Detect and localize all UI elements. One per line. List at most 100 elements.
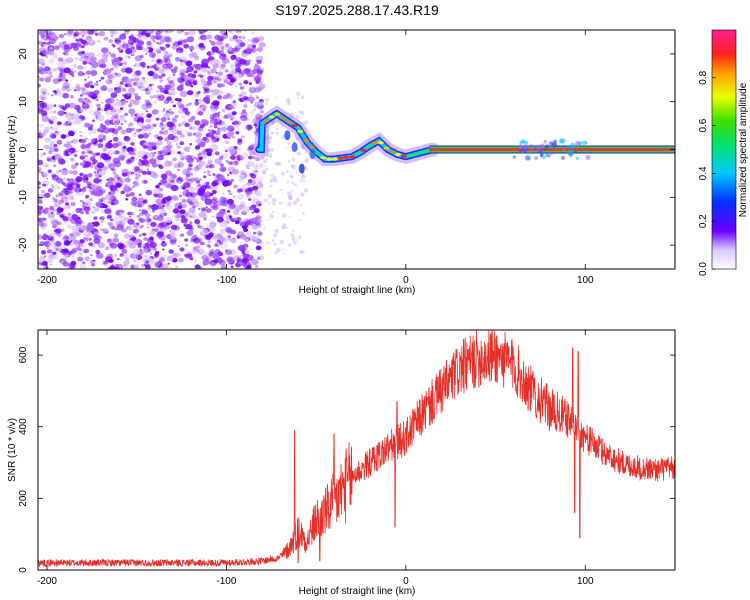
spectrogram-noise-dot xyxy=(286,181,290,184)
spectrogram-noise-dot xyxy=(133,240,138,244)
spectrogram-noise-dot xyxy=(124,112,129,117)
spectrogram-noise-dot xyxy=(156,232,164,239)
spectrogram-noise-dot xyxy=(48,238,52,241)
spectrogram-noise-dot xyxy=(116,99,120,102)
spectrogram-noise-dot xyxy=(81,102,90,110)
spectrogram-noise-dot xyxy=(229,70,237,76)
spectrogram-noise-dot xyxy=(63,67,71,74)
spectrogram-noise-dot xyxy=(58,199,64,205)
spectrogram-noise-dot xyxy=(162,240,166,244)
spectrogram-noise-dot xyxy=(176,213,183,219)
spectrogram-noise-dot xyxy=(204,198,213,205)
colorbar-label: Normalized spectral amplitude xyxy=(738,82,749,217)
spectrogram-noise-dot xyxy=(196,59,199,62)
spectrogram-noise-dot xyxy=(217,177,224,183)
spectrogram-noise-dot xyxy=(222,74,229,80)
ridge-hotspot xyxy=(297,129,304,133)
spectrogram-noise-dot xyxy=(141,65,146,69)
spectrogram-noise-dot xyxy=(50,115,58,122)
spectrogram-noise-dot xyxy=(114,150,120,155)
spectrogram-noise-dot xyxy=(53,202,61,208)
spectrogram-noise-dot xyxy=(170,91,175,96)
spectrogram-noise-dot xyxy=(276,127,279,130)
spectrogram-noise-dot xyxy=(84,236,92,243)
spectrogram-noise-dot xyxy=(133,38,140,44)
spectrogram-noise-dot xyxy=(106,238,112,243)
spectrogram-noise-dot xyxy=(180,155,186,160)
spectrogram-noise-dot xyxy=(163,99,170,104)
spectrogram-noise-dot xyxy=(149,35,157,41)
ridge-hotspot xyxy=(423,149,430,153)
spectrogram-noise-dot xyxy=(195,138,203,144)
spectrogram-noise-dot xyxy=(46,177,49,180)
spectrogram-noise-dot xyxy=(162,212,167,217)
spectrogram-noise-dot xyxy=(69,263,76,269)
spectrogram-noise-dot xyxy=(119,153,123,157)
spectrogram-noise-dot xyxy=(82,144,87,148)
spectrogram-noise-dot xyxy=(196,245,201,249)
spectrogram-noise-dot xyxy=(300,192,305,197)
spectrogram-noise-dot xyxy=(256,112,261,117)
spectrogram-noise-dot xyxy=(141,243,145,247)
spectrogram-noise-dot xyxy=(238,178,246,184)
spectrogram-noise-dot xyxy=(229,78,236,83)
spectrogram-noise-dot xyxy=(179,209,186,215)
spectrogram-noise-dot xyxy=(68,152,72,155)
spectrogram-noise-dot xyxy=(232,195,236,198)
carrier-disturbance xyxy=(582,140,587,146)
spectrogram-noise-dot xyxy=(211,117,215,120)
spectrogram-noise-dot xyxy=(75,83,80,87)
spectrogram-noise-dot xyxy=(135,254,143,261)
carrier-disturbance xyxy=(518,145,523,150)
spectrogram-noise-dot xyxy=(177,41,183,45)
spectrogram-noise-dot xyxy=(177,162,185,168)
spectrogram-noise-dot xyxy=(86,90,94,97)
spectrogram-noise-dot xyxy=(110,264,115,268)
spectrogram-noise-dot xyxy=(248,93,253,97)
spectrogram-noise-dot xyxy=(90,30,98,34)
ridge-hotspot xyxy=(372,141,378,145)
spectrogram-noise-dot xyxy=(109,30,116,35)
spectrogram-noise-dot xyxy=(137,122,143,128)
spectrogram-noise-dot xyxy=(202,259,210,266)
spectrogram-noise-dot xyxy=(214,34,221,41)
spectrogram-noise-dot xyxy=(88,38,95,44)
spectrogram-noise-dot xyxy=(230,118,233,121)
spectrogram-noise-dot xyxy=(247,187,254,192)
spectrogram-noise-dot xyxy=(106,72,108,75)
spectrogram-noise-dot xyxy=(49,205,54,210)
spectrogram-noise-dot xyxy=(194,120,198,123)
spectrogram-noise-dot xyxy=(124,30,130,35)
spectrogram-noise-dot xyxy=(238,36,242,39)
spectrogram-noise-dot xyxy=(238,188,244,193)
spectrogram-noise-dot xyxy=(147,223,150,226)
spectrogram-noise-dot xyxy=(85,195,90,199)
spectrogram-noise-dot xyxy=(201,207,207,212)
spectrogram-noise-dot xyxy=(122,60,127,64)
spectrogram-noise-dot xyxy=(65,57,74,64)
carrier-disturbance xyxy=(561,146,567,152)
spectrogram-noise-dot xyxy=(246,161,251,165)
figure-title: S197.2025.288.17.43.R19 xyxy=(275,2,439,18)
spectrogram-noise-dot xyxy=(145,213,151,218)
spectrogram-noise-dot xyxy=(270,173,274,177)
spectrogram-noise-dot xyxy=(164,217,172,223)
spectrogram-noise-dot xyxy=(179,90,188,98)
spectrogram-noise-dot xyxy=(232,100,236,104)
spectrogram-noise-dot xyxy=(146,218,152,223)
spectrogram-noise-dot xyxy=(152,73,159,80)
spectrogram-noise-dot xyxy=(131,197,137,203)
spectrogram-noise-dot xyxy=(151,83,154,87)
spectrogram-noise-dot xyxy=(243,104,248,109)
spectrogram-noise-dot xyxy=(77,247,82,251)
spectrogram-noise-dot xyxy=(70,68,73,72)
spectrogram-noise-dot xyxy=(50,34,56,39)
spectrogram-noise-dot xyxy=(72,225,80,231)
spectrogram-noise-dot xyxy=(147,70,154,77)
spectrogram-noise-dot xyxy=(87,173,93,178)
spectrogram-noise-dot xyxy=(151,35,156,40)
spectrogram-noise-dot xyxy=(117,61,122,65)
spectrogram-noise-dot xyxy=(230,229,237,235)
spectrogram-noise-dot xyxy=(70,113,74,117)
spectrogram-noise-dot xyxy=(144,99,150,104)
